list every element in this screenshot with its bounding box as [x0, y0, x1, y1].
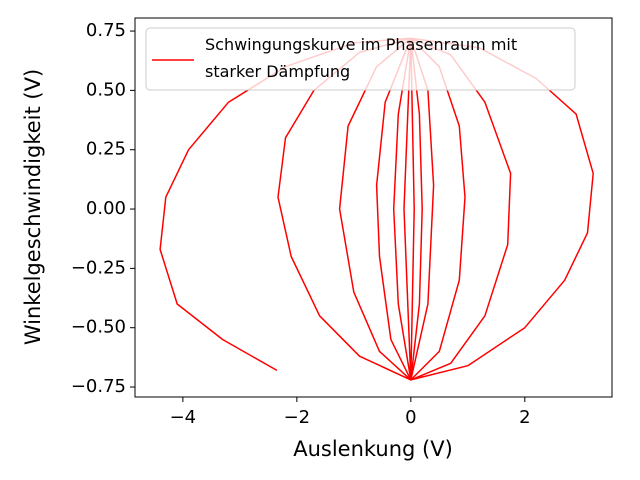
y-tick-label: −0.50: [71, 317, 126, 338]
legend-label: Schwingungskurve im Phasenraum mit stark…: [205, 35, 518, 81]
y-tick-label: 0.25: [86, 139, 126, 160]
y-tick-label: 0.00: [86, 198, 126, 219]
x-tick-label: −4: [170, 407, 197, 428]
x-tick-label: −2: [284, 407, 311, 428]
y-axis-label: Winkelgeschwindigkeit (V): [21, 69, 45, 345]
y-tick-label: 0.75: [86, 20, 126, 41]
y-tick-label: −0.25: [71, 257, 126, 278]
legend-box: [145, 27, 576, 91]
y-tick-label: −0.75: [71, 376, 126, 397]
x-tick-label: 2: [519, 407, 530, 428]
y-tick-label: 0.50: [86, 79, 126, 100]
x-tick-label: 0: [405, 407, 416, 428]
x-axis-label: Auslenkung (V): [293, 437, 453, 461]
legend-label-box: Schwingungskurve im Phasenraum mit stark…: [205, 35, 518, 81]
plot-frame: [134, 17, 613, 398]
